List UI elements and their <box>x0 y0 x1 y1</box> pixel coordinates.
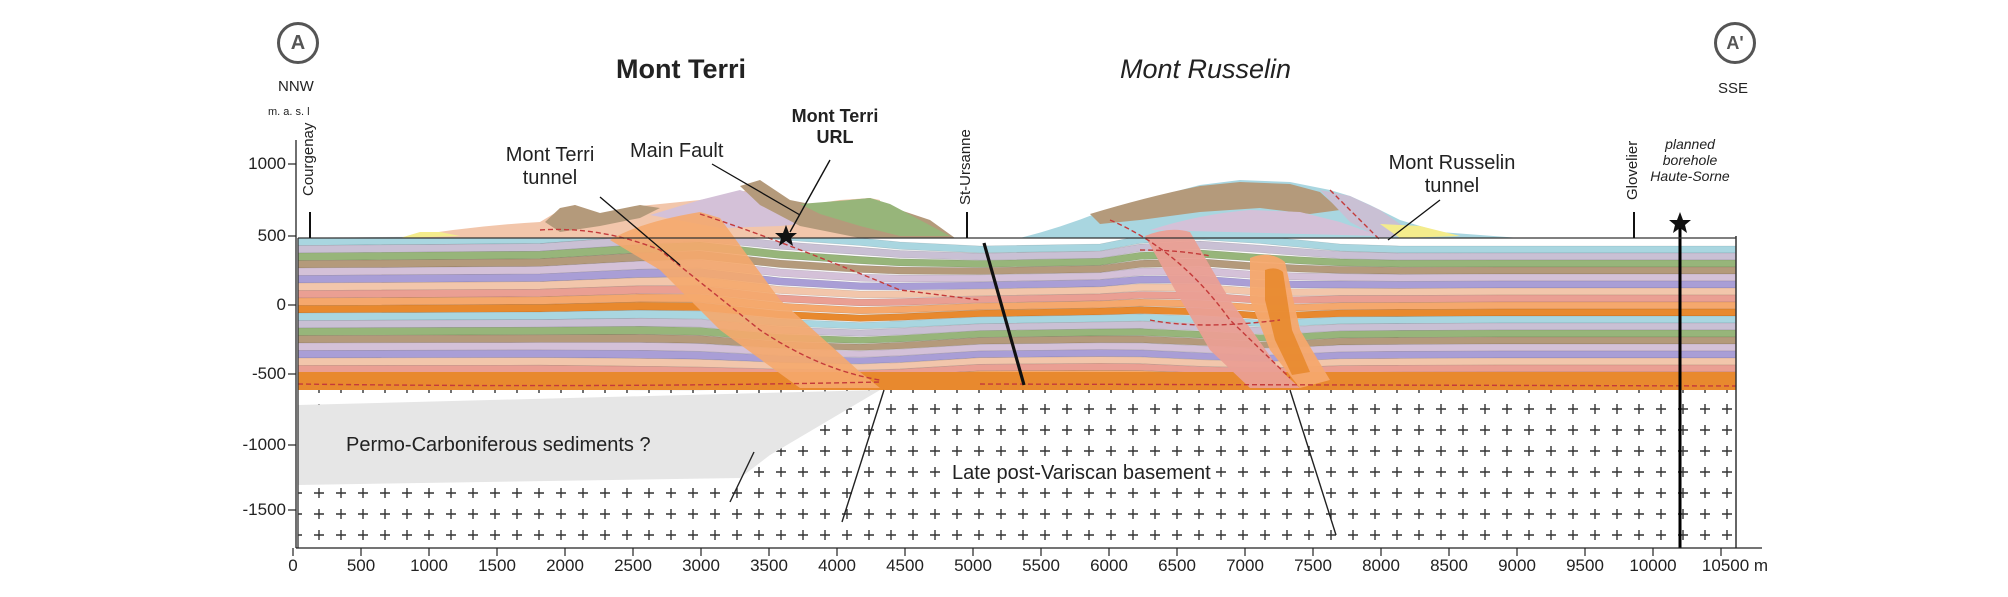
stratum-layer <box>298 309 1736 330</box>
x-tick-label: 4000 <box>818 556 856 575</box>
x-tick-label: 1500 <box>478 556 516 575</box>
stratum-layer <box>298 276 1736 299</box>
permo-carboniferous-zone <box>298 390 880 485</box>
mont-terri-thrust-slab <box>610 212 880 388</box>
label-basement: Late post-Variscan basement <box>948 462 1215 485</box>
russelin-fold-core-3 <box>1265 268 1310 375</box>
label-main-fault: Main Fault <box>630 140 724 162</box>
main-fault-pointer <box>711 163 801 216</box>
x-tick-label: 3500 <box>750 556 788 575</box>
place-courgenay: Courgenay <box>300 122 317 196</box>
mont-terri-tunnel-pointer <box>599 196 681 266</box>
x-tick-label: 7000 <box>1226 556 1264 575</box>
marker-a-prime-icon: A' <box>1714 22 1756 64</box>
stratum-layer <box>298 293 1736 315</box>
stratum-layer <box>298 317 1736 337</box>
borehole-star-icon <box>1669 212 1691 233</box>
title-mont-terri: Mont Terri <box>616 54 746 84</box>
x-tick-label: 5000 <box>954 556 992 575</box>
y-tick-label: 0 <box>276 295 286 314</box>
place-glovelier: Glovelier <box>1624 140 1641 200</box>
x-tick-label: 0 <box>288 556 298 575</box>
x-tick-label: 500 <box>346 556 376 575</box>
y-tick-label: 500 <box>257 226 286 245</box>
x-tick-label: 9000 <box>1498 556 1536 575</box>
stratum-layer <box>298 268 1736 291</box>
axes <box>295 140 1762 549</box>
url-pointer <box>789 159 831 233</box>
elevation-unit: m. a. s. l <box>268 106 310 118</box>
stratum-layer <box>298 301 1736 322</box>
x-tick-label: 6000 <box>1090 556 1128 575</box>
y-tick-label: -1000 <box>242 435 286 454</box>
y-tick-label: 1000 <box>248 154 286 173</box>
title-mont-russelin: Mont Russelin <box>1120 54 1292 84</box>
y-tick-label: -1500 <box>242 500 286 519</box>
mont-russelin-tunnel-pointer <box>1387 199 1441 241</box>
label-mont-terri-tunnel: Mont Terri tunnel <box>505 144 595 189</box>
x-tick-label: 8000 <box>1362 556 1400 575</box>
x-tick-label: 8500 <box>1430 556 1468 575</box>
x-tick-label: 7500 <box>1294 556 1332 575</box>
st-ursanne-fault <box>982 242 1026 386</box>
basement-fault-3 <box>1289 389 1337 536</box>
label-mont-russelin-tunnel: Mont Russelin tunnel <box>1388 152 1516 197</box>
mont-russelin-topography <box>1020 180 1520 238</box>
x-tick-label: 4500 <box>886 556 924 575</box>
x-tick-label: 3000 <box>682 556 720 575</box>
y-tick-label: -500 <box>251 364 286 383</box>
x-tick-label: 2000 <box>546 556 584 575</box>
x-tick-label: 2500 <box>614 556 652 575</box>
axis-ticks <box>288 163 1722 556</box>
stratum-layer <box>298 285 1736 307</box>
x-tick-label: 10000 <box>1629 556 1677 575</box>
direction-right: SSE <box>1718 80 1749 97</box>
stratum-layer <box>298 326 1736 344</box>
label-permo-carboniferous: Permo-Carboniferous sediments ? <box>346 434 651 456</box>
label-url: Mont Terri URL <box>791 106 879 147</box>
x-tick-label: 1000 <box>410 556 448 575</box>
direction-left: NNW <box>278 78 314 95</box>
basal-stratum <box>298 372 1736 390</box>
basement-fault-1 <box>841 389 885 523</box>
x-tick-label: 9500 <box>1566 556 1604 575</box>
thrust-lines <box>297 189 1737 387</box>
x-tick-label: 6500 <box>1158 556 1196 575</box>
x-tick-label: 10500 m <box>1701 556 1769 575</box>
url-star-icon <box>775 225 797 246</box>
mont-terri-topography <box>400 180 955 238</box>
basement-fault-2 <box>729 451 755 503</box>
place-st-ursanne: St-Ursanne <box>957 129 974 205</box>
x-tick-label: 5500 <box>1022 556 1060 575</box>
marker-a-icon: A <box>277 22 319 64</box>
label-borehole: planned borehole Haute-Sorne <box>1650 136 1730 185</box>
